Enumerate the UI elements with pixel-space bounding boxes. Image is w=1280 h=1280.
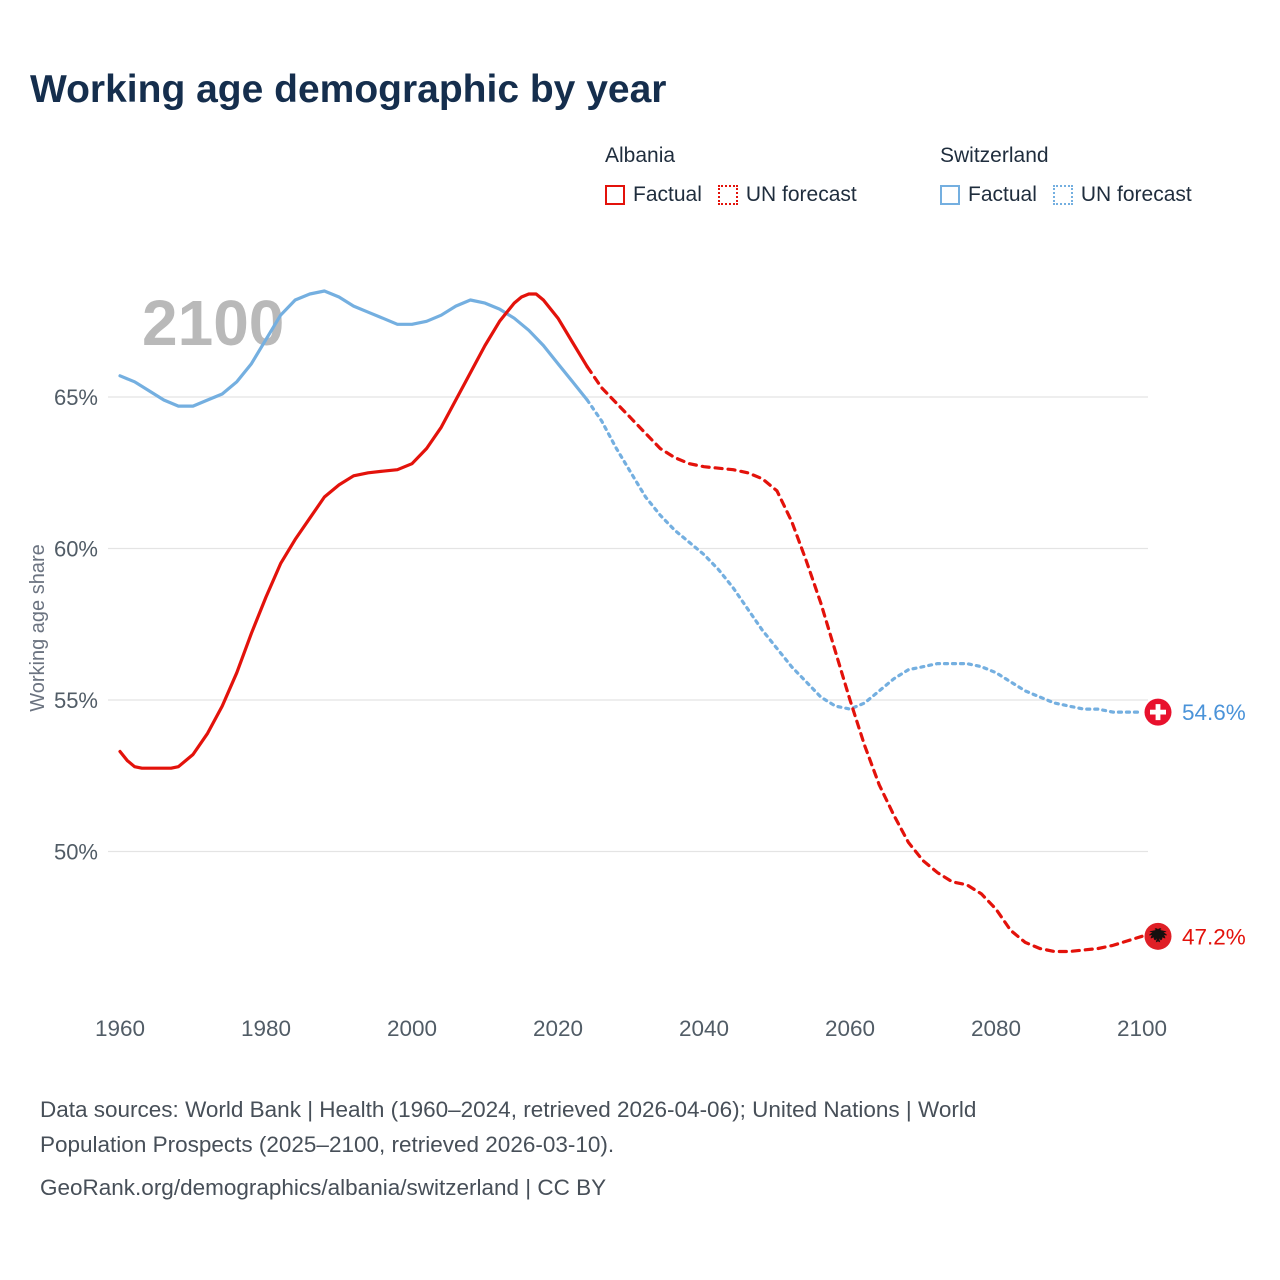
x-tick-label: 2040 (679, 1016, 729, 1041)
source-line-1: Data sources: World Bank | Health (1960–… (40, 1097, 977, 1122)
albania-forecast-swatch-icon (717, 185, 738, 205)
x-tick-label: 2100 (1117, 1016, 1167, 1041)
x-tick-label: 2020 (533, 1016, 583, 1041)
source-line-2: Population Prospects (2025–2100, retriev… (40, 1132, 615, 1157)
end-value-label-albania: 47.2% (1182, 924, 1246, 949)
georank-attribution-link[interactable]: GeoRank.org/demographics/albania/switzer… (40, 1175, 607, 1200)
series-line-albania-factual[interactable] (118, 292, 589, 770)
swiss-cross-icon (1155, 704, 1161, 721)
y-axis-label: Working age share (27, 544, 49, 712)
x-tick-label: 1980 (241, 1016, 291, 1041)
page-title: Working age demographic by year (30, 68, 667, 111)
albanian-eagle-icon (1149, 928, 1167, 943)
y-tick-label: 50% (54, 840, 98, 865)
legend-label-switzerland-factual: Factual (968, 183, 1037, 206)
legend-label-albania-forecast: UN forecast (745, 183, 857, 206)
series-line-switzerland-factual[interactable] (118, 289, 589, 408)
legend-label-albania-factual: Factual (633, 183, 702, 206)
chart-legend: Albania Factual UN forecast Switzerland … (0, 144, 1280, 224)
working-age-line-chart[interactable]: 50% 55% 60% 65% 2100 Working age share 1960 198… (0, 240, 1280, 1050)
legend-country-switzerland: Switzerland (940, 144, 1049, 167)
x-tick-label: 1960 (95, 1016, 145, 1041)
y-tick-label: 60% (54, 537, 98, 562)
x-tick-label: 2000 (387, 1016, 437, 1041)
series-line-switzerland-forecast[interactable] (585, 398, 1144, 714)
legend-item-switzerland-forecast[interactable]: UN forecast (1052, 183, 1192, 207)
legend-country-albania: Albania (605, 144, 676, 167)
data-sources: Data sources: World Bank | Health (1960–… (40, 1092, 976, 1205)
x-tick-label: 2080 (971, 1016, 1021, 1041)
year-watermark: 2100 (142, 287, 284, 359)
y-tick-label: 65% (54, 385, 98, 410)
series-line-albania-forecast[interactable] (585, 365, 1144, 954)
legend-group-switzerland: Switzerland Factual UN forecast (940, 144, 1192, 207)
legend-item-albania-factual[interactable]: Factual (605, 183, 702, 207)
x-tick-label: 2060 (825, 1016, 875, 1041)
switzerland-forecast-swatch-icon (1052, 185, 1073, 205)
legend-group-albania: Albania Factual UN forecast (605, 144, 857, 207)
switzerland-factual-swatch-icon (940, 185, 960, 205)
albania-factual-swatch-icon (605, 185, 625, 205)
legend-item-albania-forecast[interactable]: UN forecast (717, 183, 857, 207)
y-tick-label: 55% (54, 688, 98, 713)
end-value-label-switzerland: 54.6% (1182, 700, 1246, 725)
legend-item-switzerland-factual[interactable]: Factual (940, 183, 1037, 207)
legend-label-switzerland-forecast: UN forecast (1080, 183, 1192, 206)
